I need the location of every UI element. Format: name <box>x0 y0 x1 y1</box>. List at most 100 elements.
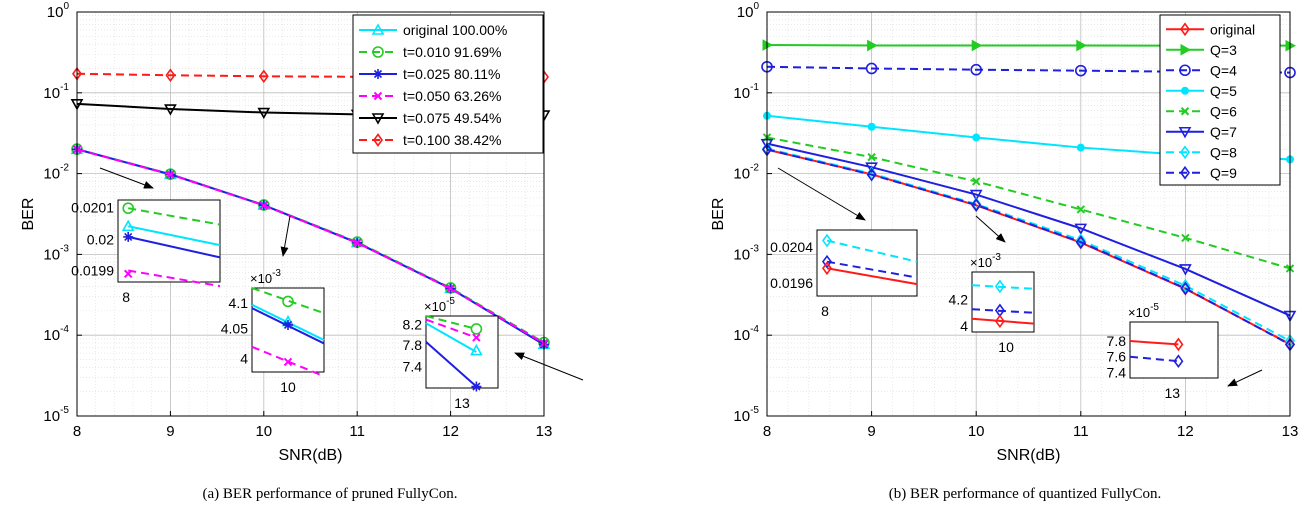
data-point <box>259 201 269 210</box>
inset-2: 7.87.67.413×10-5 <box>1107 302 1219 401</box>
data-point <box>1075 235 1086 249</box>
y-tick-label: 10-5 <box>43 405 69 425</box>
inset-x-label: 10 <box>998 339 1014 355</box>
legend-marker <box>1180 22 1190 37</box>
x-tick-label: 9 <box>166 423 174 440</box>
legend-marker <box>371 113 385 125</box>
legend-label: Q=7 <box>1210 124 1237 140</box>
inset-y-tick-label: 0.02 <box>87 231 114 247</box>
y-tick-label: 10-5 <box>733 405 759 425</box>
legend-label: Q=4 <box>1210 62 1237 78</box>
inset-point <box>470 343 483 356</box>
legend-marker <box>1181 86 1189 95</box>
y-tick-label: 10-4 <box>43 324 69 344</box>
inset-line <box>127 225 221 247</box>
zoom-arrow <box>777 167 866 221</box>
inset-point <box>472 333 481 342</box>
inset-x-label: 8 <box>122 289 130 305</box>
data-point <box>865 62 878 75</box>
caption-b: (b) BER performance of quantized FullyCo… <box>888 486 1162 502</box>
y-tick-label: 10-1 <box>43 82 69 102</box>
data-point <box>1074 223 1088 236</box>
inset-y-tick-label: 7.4 <box>403 358 423 374</box>
data-point <box>971 198 982 212</box>
series-line <box>766 136 1291 270</box>
data-point <box>1075 64 1087 77</box>
inset-x-label: 8 <box>821 303 829 319</box>
inset-line <box>826 239 918 263</box>
inset-y-tick-label: 7.8 <box>1107 333 1127 349</box>
inset-y-tick-label: 0.0196 <box>770 275 813 291</box>
data-point <box>972 133 981 142</box>
inset-point <box>123 269 133 279</box>
caption-a: (a) BER performance of pruned FullyCon. <box>202 486 458 502</box>
legend-label: t=0.100 38.42% <box>403 132 501 148</box>
inset-point <box>121 219 135 232</box>
inset-x-label: 13 <box>1164 385 1180 401</box>
legend-label: t=0.025 80.11% <box>403 66 500 82</box>
legend: original 100.00% t=0.010 91.69% t=0.025 80… <box>352 14 544 154</box>
y-tick-label: 100 <box>737 1 760 21</box>
inset-point <box>123 231 134 242</box>
y-axis-label: BER <box>710 198 727 231</box>
inset-y-tick-label: 4 <box>960 318 968 334</box>
data-point <box>1076 39 1087 52</box>
zoom-arrow <box>514 352 584 381</box>
inset-point <box>994 279 1005 294</box>
inset-0: 0.0204 0.0196 8 <box>770 229 918 319</box>
data-point <box>867 152 876 162</box>
data-point <box>971 39 983 52</box>
inset-point <box>283 357 293 367</box>
data-point <box>352 238 362 248</box>
inset-point <box>822 261 832 276</box>
y-tick-label: 10-2 <box>733 163 759 183</box>
x-tick-label: 13 <box>1282 423 1299 440</box>
data-point <box>970 63 983 76</box>
data-point <box>1076 205 1086 214</box>
inset-frame <box>251 287 325 373</box>
inset-frame <box>1129 321 1219 379</box>
series-line <box>76 148 545 345</box>
y-tick-label: 10-3 <box>43 243 69 263</box>
data-point <box>257 107 271 120</box>
data-point <box>867 122 876 131</box>
inset-line <box>425 315 477 330</box>
y-tick-label: 10-3 <box>733 243 759 263</box>
x-axis-label: SNR(dB) <box>278 447 342 464</box>
inset-line <box>425 341 478 388</box>
legend-label: Q=9 <box>1210 165 1237 181</box>
inset-y-tick-label: 0.0204 <box>770 239 813 255</box>
zoom-arrow <box>1227 369 1263 387</box>
x-tick-label: 9 <box>867 423 875 440</box>
series-line <box>766 142 1291 317</box>
data-point <box>866 167 877 182</box>
figure-canvas: 8 9 10 11 12 13 10-5 10-4 10-3 10-2 10-1 100 SNR(dB)… <box>20 1 1299 464</box>
y-tick-label: 100 <box>47 1 70 21</box>
axes-frame <box>766 11 1291 417</box>
zoom-arrow <box>975 215 1006 243</box>
inset-y-tick-label: 0.0201 <box>71 199 114 215</box>
data-point <box>258 69 269 84</box>
data-point <box>971 177 981 186</box>
inset-line <box>128 269 221 288</box>
inset-point <box>282 295 294 308</box>
inset-point <box>1173 354 1184 369</box>
x-tick-label: 11 <box>1073 423 1089 440</box>
inset-line <box>127 235 221 259</box>
zoom-arrow <box>280 215 291 257</box>
inset-2: 8.27.87.413×10-5 <box>403 296 499 411</box>
inset-point <box>822 254 832 269</box>
inset-line <box>826 260 918 279</box>
data-point <box>1180 281 1191 296</box>
x-tick-label: 10 <box>255 423 272 440</box>
legend-box <box>1159 14 1281 186</box>
inset-y-tick-label: 8.2 <box>403 317 423 333</box>
legend-marker <box>1178 126 1192 139</box>
axes-frame <box>76 11 545 417</box>
inset-y-tick-label: 7.8 <box>403 337 423 353</box>
inset-x-label: 10 <box>280 379 296 395</box>
legend-marker <box>1179 64 1191 77</box>
x-tick-label: 12 <box>1177 423 1194 440</box>
legend-label: t=0.075 49.54% <box>403 110 501 126</box>
